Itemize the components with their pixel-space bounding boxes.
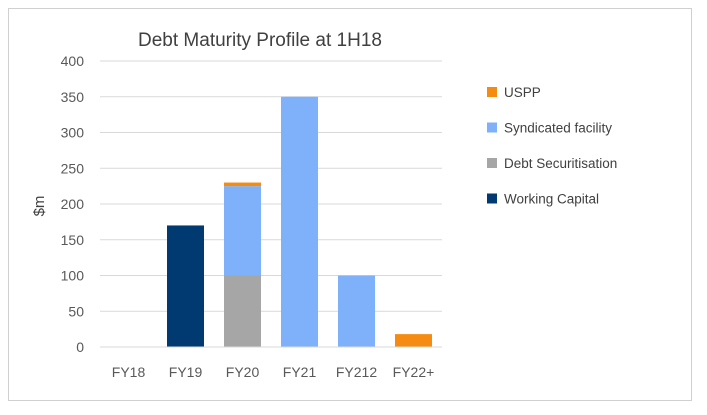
- legend-item-working-capital: Working Capital: [487, 192, 599, 207]
- y-axis-ticks: 0 50 100 150 200 250 300 350 400: [61, 53, 85, 355]
- y-axis-title: $m: [31, 196, 48, 217]
- x-tick-label: FY212: [336, 364, 377, 380]
- legend: USPP Syndicated facility Debt Securitisati…: [487, 85, 617, 207]
- legend-item-debt-securitisation: Debt Securitisation: [487, 156, 617, 171]
- legend-label: Debt Securitisation: [504, 156, 617, 171]
- legend-swatch: [487, 193, 497, 204]
- x-tick-label: FY22+: [393, 364, 435, 380]
- x-tick-label: FY19: [169, 364, 203, 380]
- chart-title: Debt Maturity Profile at 1H18: [138, 30, 382, 51]
- legend-swatch: [487, 122, 497, 133]
- legend-swatch: [487, 87, 497, 97]
- y-tick-label: 300: [61, 125, 85, 141]
- bar-debt-securitisation-fy20: [224, 275, 261, 347]
- y-tick-label: 100: [61, 268, 85, 284]
- y-tick-label: 400: [61, 53, 85, 69]
- x-tick-label: FY21: [283, 364, 317, 380]
- legend-swatch: [487, 158, 497, 168]
- bars: [167, 96, 432, 347]
- bar-uspp-fy22plus: [395, 334, 432, 347]
- legend-item-syndicated-facility: Syndicated facility: [487, 121, 612, 136]
- gridlines: [100, 60, 442, 312]
- x-tick-label: FY20: [226, 364, 260, 380]
- y-tick-label: 50: [68, 303, 84, 319]
- y-tick-label: 150: [61, 232, 85, 248]
- legend-item-uspp: USPP: [487, 85, 541, 100]
- bar-uspp-fy20: [224, 182, 261, 187]
- x-tick-label: FY18: [112, 364, 146, 380]
- bar-syndicated-facility-fy20: [224, 186, 261, 276]
- legend-label: Syndicated facility: [504, 121, 612, 136]
- y-tick-label: 0: [76, 339, 84, 355]
- legend-label: USPP: [504, 85, 541, 100]
- bar-syndicated-facility-fy21: [281, 96, 318, 347]
- bar-syndicated-facility-fy212: [338, 275, 375, 347]
- y-tick-label: 350: [61, 89, 85, 105]
- bar-working-capital-fy19: [167, 225, 204, 347]
- legend-label: Working Capital: [504, 192, 599, 207]
- x-axis-ticks: FY18 FY19 FY20 FY21 FY212 FY22+: [112, 364, 435, 380]
- y-tick-label: 250: [61, 160, 85, 176]
- y-tick-label: 200: [61, 196, 85, 212]
